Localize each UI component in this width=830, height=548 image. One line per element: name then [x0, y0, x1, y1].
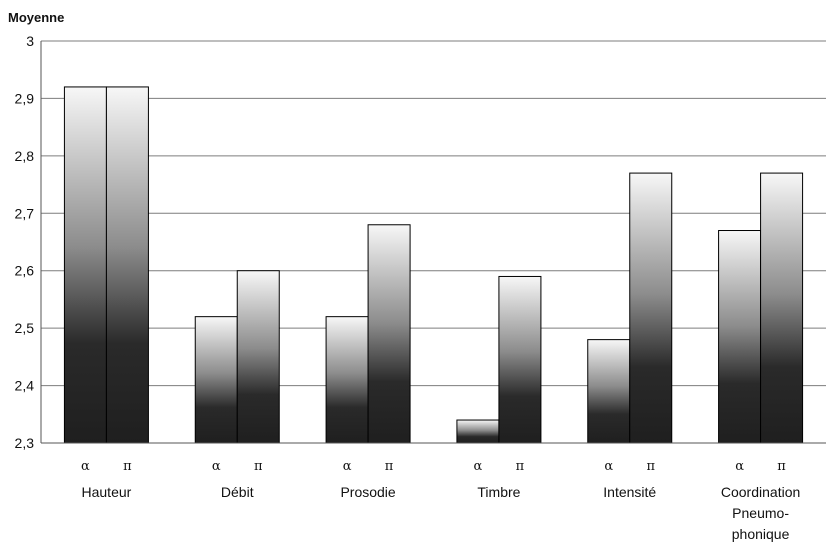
y-tick-label: 3 — [26, 33, 34, 49]
series-symbol-label: α — [604, 459, 613, 474]
y-tick-label: 2,9 — [15, 90, 35, 106]
series-symbol-label: π — [254, 459, 263, 474]
bar — [236, 270, 280, 444]
x-category-label: Pneumo- — [732, 505, 789, 521]
series-symbol-label: π — [123, 459, 132, 474]
y-tick-label: 2,5 — [15, 320, 35, 336]
x-category-label: Prosodie — [340, 484, 395, 500]
x-category-label: Coordination — [721, 484, 800, 500]
bar — [629, 172, 673, 444]
y-tick-label: 2,3 — [15, 435, 35, 451]
bar — [587, 339, 631, 444]
bar — [760, 172, 804, 444]
x-category-label: Intensité — [603, 484, 656, 500]
chart-title: Moyenne — [8, 10, 64, 25]
series-symbol-label: α — [474, 459, 483, 474]
bar — [498, 275, 542, 444]
series-symbol-label: π — [516, 459, 525, 474]
bar — [456, 419, 500, 444]
bar — [105, 86, 149, 444]
x-category-label: phonique — [732, 526, 790, 542]
bar — [325, 316, 369, 444]
series-symbol-label: α — [343, 459, 352, 474]
x-category-label: Débit — [221, 484, 254, 500]
series-symbol-label: π — [646, 459, 655, 474]
bar — [194, 316, 238, 444]
bar — [367, 224, 411, 444]
series-symbol-label: α — [735, 459, 744, 474]
x-category-label: Hauteur — [82, 484, 132, 500]
series-symbol-label: α — [81, 459, 90, 474]
series-symbol-label: π — [777, 459, 786, 474]
y-tick-label: 2,4 — [15, 378, 35, 394]
bar — [718, 230, 762, 444]
x-category-label: Timbre — [477, 484, 520, 500]
y-tick-label: 2,6 — [15, 263, 35, 279]
y-tick-label: 2,8 — [15, 148, 35, 164]
grid-layer — [41, 40, 826, 387]
series-symbol-label: α — [212, 459, 221, 474]
y-axis-labels: 2,3 2,4 2,5 2,6 2,7 2,8 2,9 3 — [15, 33, 35, 451]
bars-layer — [63, 86, 804, 444]
y-tick-label: 2,7 — [15, 205, 35, 221]
bar — [63, 86, 107, 444]
series-symbol-label: π — [385, 459, 394, 474]
